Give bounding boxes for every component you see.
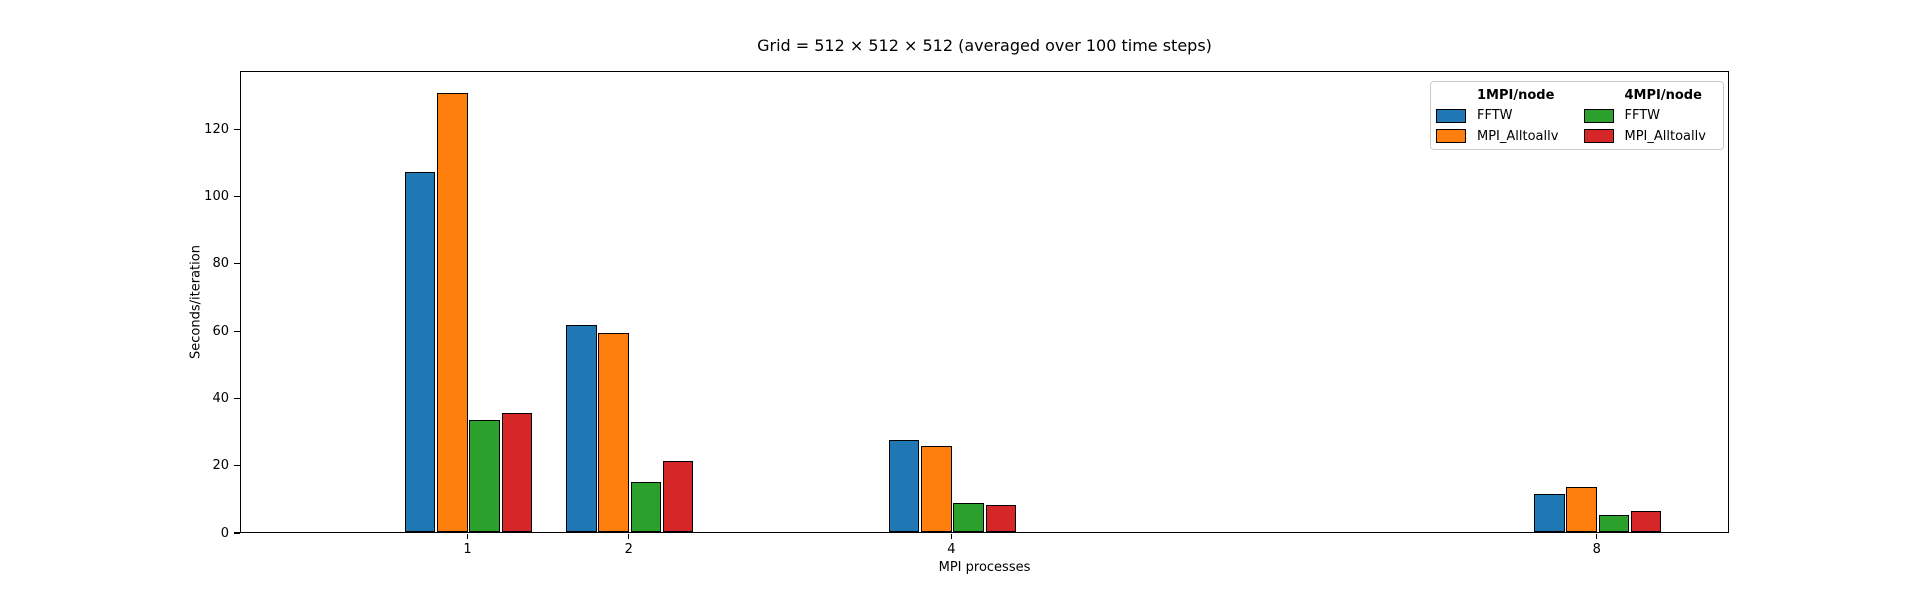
bar-fftw-4mpi-x8 — [1598, 515, 1630, 532]
y-tick-label: 0 — [220, 525, 229, 541]
x-axis-label: MPI processes — [938, 560, 1031, 575]
y-tick-label: 60 — [212, 323, 229, 339]
legend-label-fftw-4mpi: FFTW — [1624, 108, 1661, 123]
legend-swatch-fftw-4mpi — [1583, 108, 1614, 123]
bar-fftw-4mpi-x1 — [469, 419, 500, 532]
x-tick-label: 2 — [624, 542, 633, 557]
legend-label-alltoallv-4mpi: MPI_Alltoallv — [1624, 128, 1706, 144]
x-tick-mark — [466, 534, 469, 539]
bar-alltoallv-1mpi-x8 — [1566, 487, 1597, 532]
y-tick-mark — [234, 128, 240, 130]
y-tick-label: 20 — [212, 458, 229, 474]
legend-swatch-fftw-1mpi — [1436, 108, 1466, 123]
legend: 1MPI/node FFTW MPI_Alltoallv 4MPI/node F… — [1430, 81, 1724, 150]
bar-fftw-4mpi-x4 — [953, 503, 984, 532]
y-tick-mark — [234, 397, 240, 399]
bar-alltoallv-1mpi-x4 — [920, 445, 952, 532]
chart-title: Grid = 512 × 512 × 512 (averaged over 10… — [757, 36, 1212, 55]
y-tick-mark — [234, 532, 240, 534]
x-tick-mark — [950, 534, 953, 539]
x-tick-label: 8 — [1592, 542, 1601, 557]
bar-alltoallv-4mpi-x4 — [985, 505, 1017, 532]
legend-entry-fftw-4mpi: FFTW — [1583, 106, 1720, 126]
bar-alltoallv-4mpi-x1 — [501, 413, 533, 532]
legend-label-alltoallv-1mpi: MPI_Alltoallv — [1477, 128, 1559, 144]
legend-entry-alltoallv-1mpi: MPI_Alltoallv — [1436, 126, 1572, 146]
bar-fftw-1mpi-x1 — [404, 171, 436, 532]
x-tick-mark — [628, 534, 630, 539]
legend-header-1mpi-node: 1MPI/node — [1477, 87, 1555, 103]
bar-fftw-1mpi-x8 — [1533, 493, 1565, 532]
y-tick-mark — [234, 263, 240, 265]
y-tick-label: 120 — [204, 121, 229, 137]
legend-column-1mpi-node: 1MPI/node FFTW MPI_Alltoallv — [1436, 85, 1572, 146]
y-tick-label: 40 — [212, 390, 229, 406]
legend-swatch-alltoallv-1mpi — [1436, 129, 1466, 143]
bar-alltoallv-4mpi-x8 — [1630, 510, 1662, 532]
bar-alltoallv-1mpi-x1 — [437, 92, 468, 532]
bar-alltoallv-1mpi-x2 — [598, 333, 629, 532]
x-tick-label: 1 — [463, 542, 472, 557]
bar-fftw-4mpi-x2 — [630, 482, 662, 532]
legend-swatch-alltoallv-4mpi — [1583, 129, 1614, 143]
legend-label-fftw-1mpi: FFTW — [1477, 108, 1513, 123]
legend-entry-fftw-1mpi: FFTW — [1436, 106, 1572, 126]
x-tick-mark — [1596, 534, 1598, 539]
y-tick-label: 100 — [204, 189, 229, 204]
y-tick-mark — [234, 330, 240, 332]
legend-header-row: 1MPI/node — [1436, 85, 1572, 105]
bar-fftw-1mpi-x2 — [566, 325, 597, 532]
legend-header-4mpi-node: 4MPI/node — [1624, 87, 1702, 103]
legend-entry-alltoallv-4mpi: MPI_Alltoallv — [1583, 126, 1720, 146]
y-tick-label: 80 — [212, 256, 229, 272]
y-tick-mark — [234, 195, 240, 198]
bar-fftw-1mpi-x4 — [888, 440, 920, 532]
x-tick-label: 4 — [947, 542, 956, 557]
bar-alltoallv-4mpi-x2 — [662, 461, 694, 532]
y-tick-mark — [234, 465, 240, 467]
legend-column-4mpi-node: 4MPI/node FFTW MPI_Alltoallv — [1583, 85, 1720, 146]
legend-header-row: 4MPI/node — [1584, 85, 1720, 105]
